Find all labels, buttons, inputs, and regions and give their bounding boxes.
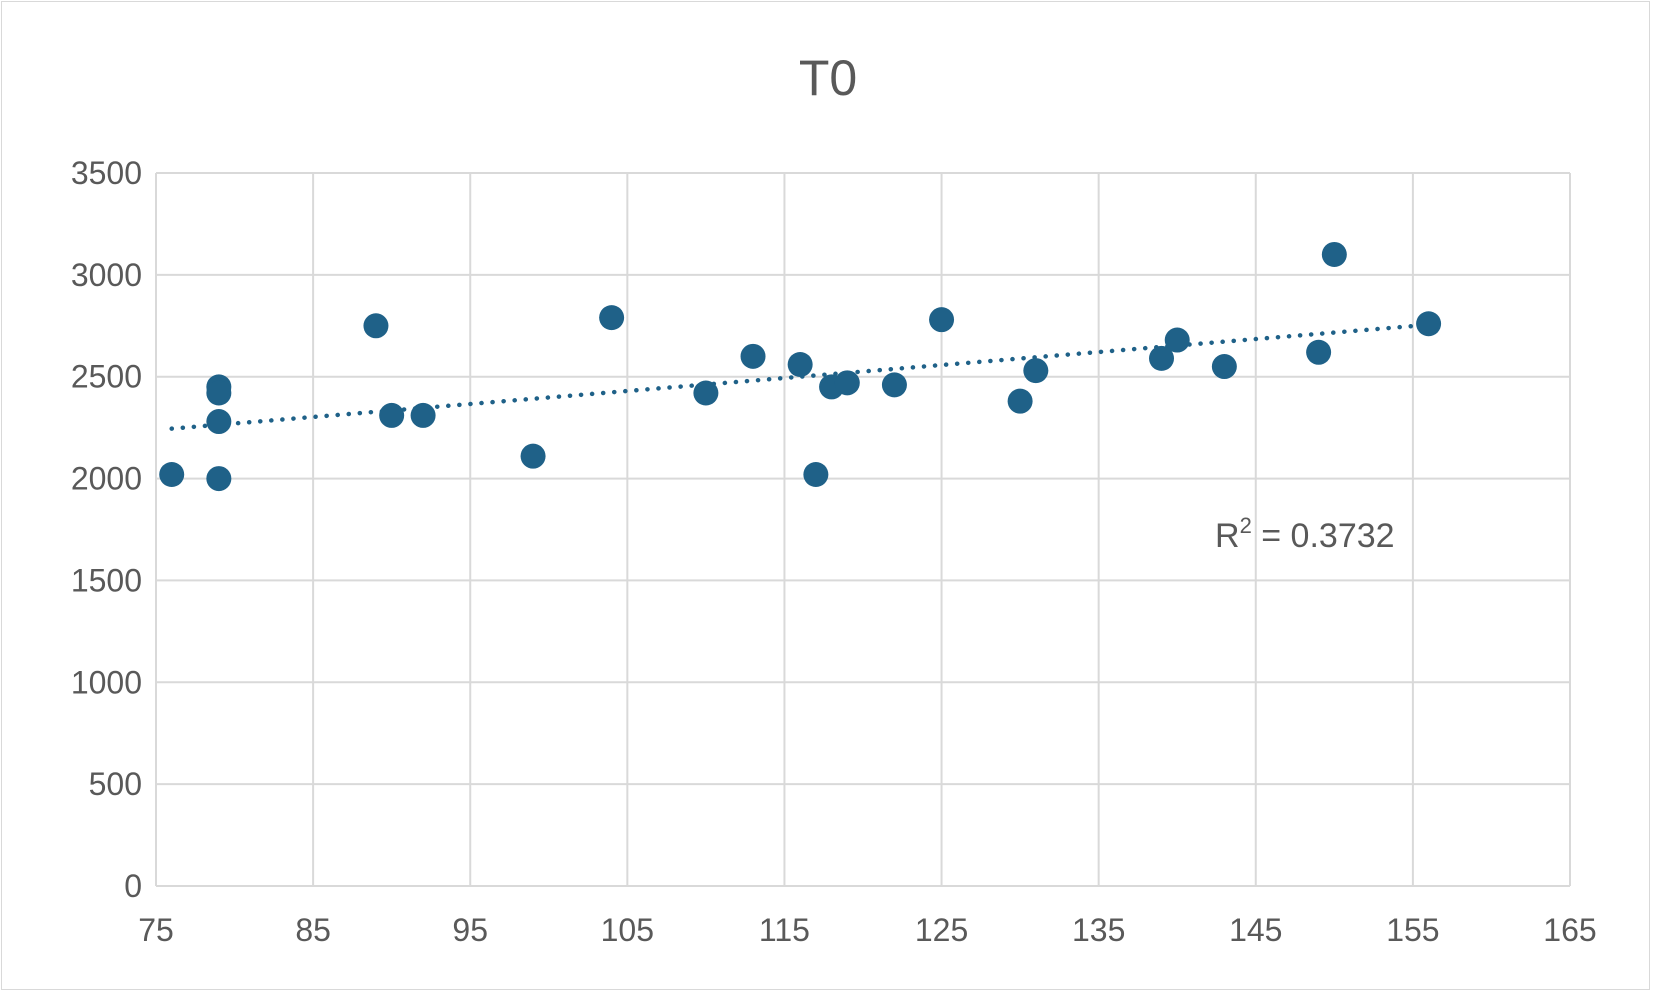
x-axis-ticks: 75 85 95 105 115 125 135 145 155 165 bbox=[138, 912, 1596, 948]
data-point bbox=[206, 409, 232, 435]
x-tick-label: 145 bbox=[1229, 912, 1282, 948]
x-tick-label: 75 bbox=[138, 912, 174, 948]
data-point bbox=[1007, 388, 1033, 414]
data-point bbox=[787, 351, 813, 377]
data-point bbox=[740, 343, 766, 369]
y-tick-label: 3500 bbox=[71, 155, 142, 191]
data-point bbox=[206, 466, 232, 492]
data-point bbox=[206, 380, 232, 406]
data-point bbox=[410, 402, 436, 428]
data-points bbox=[159, 241, 1442, 492]
chart-title: T0 bbox=[799, 50, 857, 106]
r-squared-label: R2 = 0.3732 bbox=[1215, 513, 1395, 555]
data-point bbox=[1321, 241, 1347, 267]
x-tick-label: 155 bbox=[1386, 912, 1439, 948]
x-tick-label: 135 bbox=[1072, 912, 1125, 948]
y-tick-label: 0 bbox=[124, 868, 142, 904]
data-point bbox=[1023, 358, 1049, 384]
y-tick-label: 3000 bbox=[71, 257, 142, 293]
y-axis-ticks: 0 500 1000 1500 2000 2500 3000 3500 bbox=[71, 155, 142, 904]
x-tick-label: 165 bbox=[1543, 912, 1596, 948]
y-tick-label: 2000 bbox=[71, 461, 142, 497]
data-point bbox=[159, 461, 185, 487]
data-point bbox=[834, 370, 860, 396]
gridlines bbox=[155, 172, 1571, 887]
data-point bbox=[1164, 327, 1190, 353]
y-tick-label: 1500 bbox=[71, 562, 142, 598]
x-tick-label: 85 bbox=[295, 912, 331, 948]
data-point bbox=[520, 443, 546, 469]
data-point bbox=[363, 313, 389, 339]
y-tick-label: 1000 bbox=[71, 664, 142, 700]
x-tick-label: 115 bbox=[759, 912, 810, 948]
data-point bbox=[379, 402, 405, 428]
x-tick-label: 95 bbox=[452, 912, 488, 948]
data-point bbox=[1306, 339, 1332, 365]
x-tick-label: 105 bbox=[601, 912, 654, 948]
data-point bbox=[929, 307, 955, 333]
data-point bbox=[1149, 345, 1175, 371]
data-point bbox=[1416, 311, 1442, 337]
data-point bbox=[599, 305, 625, 331]
y-tick-label: 500 bbox=[89, 766, 142, 802]
x-tick-label: 125 bbox=[915, 912, 968, 948]
data-point bbox=[803, 461, 829, 487]
y-tick-label: 2500 bbox=[71, 359, 142, 395]
data-point bbox=[881, 372, 907, 398]
data-point bbox=[1211, 354, 1237, 380]
data-point bbox=[693, 380, 719, 406]
